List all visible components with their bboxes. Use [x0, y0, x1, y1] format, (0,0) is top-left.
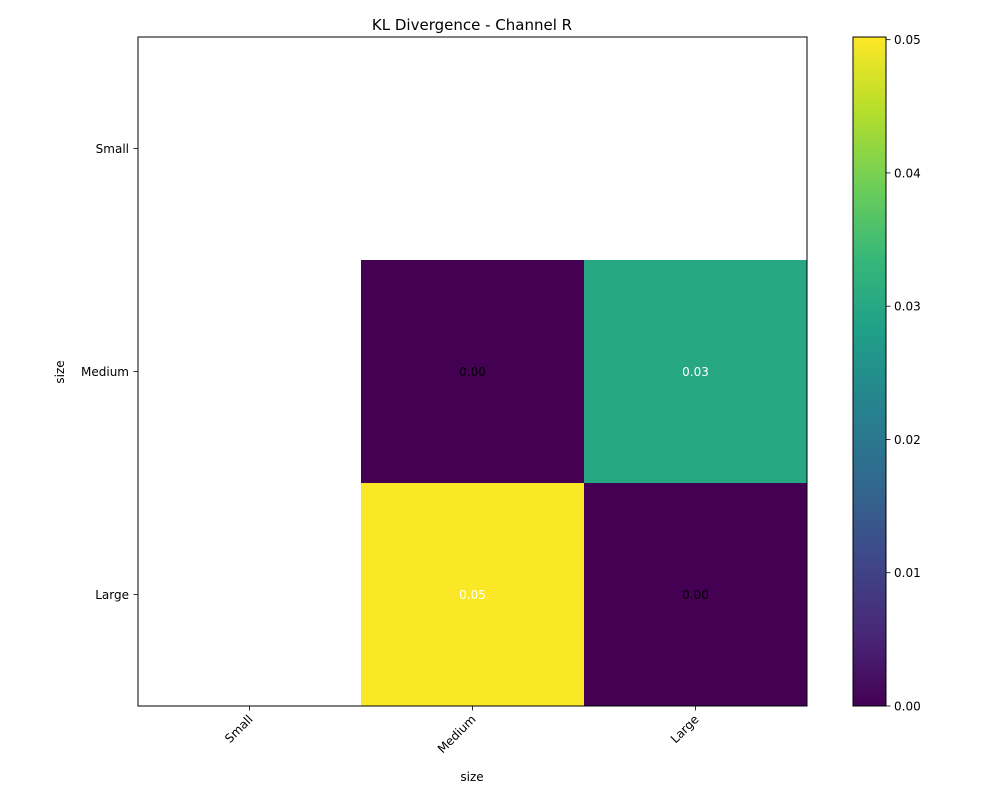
colorbar-tick-label: 0.00	[894, 700, 921, 714]
cell-value-label: 0.00	[459, 365, 486, 379]
heatmap-cell	[584, 260, 808, 484]
colorbar-tick-label: 0.04	[894, 166, 921, 180]
colorbar-frame	[852, 36, 887, 707]
cell-value-label: 0.03	[682, 365, 709, 379]
cell-value-label: 0.00	[682, 588, 709, 602]
colorbar-tick-label: 0.02	[894, 433, 921, 447]
y-tick-label: Large	[95, 588, 129, 602]
y-tick-label: Small	[96, 142, 129, 156]
heatmap-cell	[584, 483, 808, 707]
heatmap-cell	[361, 483, 585, 707]
y-axis-label: size	[53, 360, 67, 383]
colorbar-gradient	[853, 37, 886, 706]
cell-value-label: 0.05	[459, 588, 486, 602]
colorbar-tick-label: 0.01	[894, 566, 921, 580]
x-axis-label: size	[460, 770, 483, 784]
y-tick-label: Medium	[81, 365, 129, 379]
colorbar-tick-label: 0.03	[894, 300, 921, 314]
chart-title: KL Divergence - Channel R	[372, 16, 572, 34]
colorbar-tick-label: 0.05	[894, 33, 921, 47]
heatmap-cell	[361, 260, 585, 484]
colorbar: 0.00 0.01 0.02 0.03 0.04 0.05	[852, 33, 921, 714]
